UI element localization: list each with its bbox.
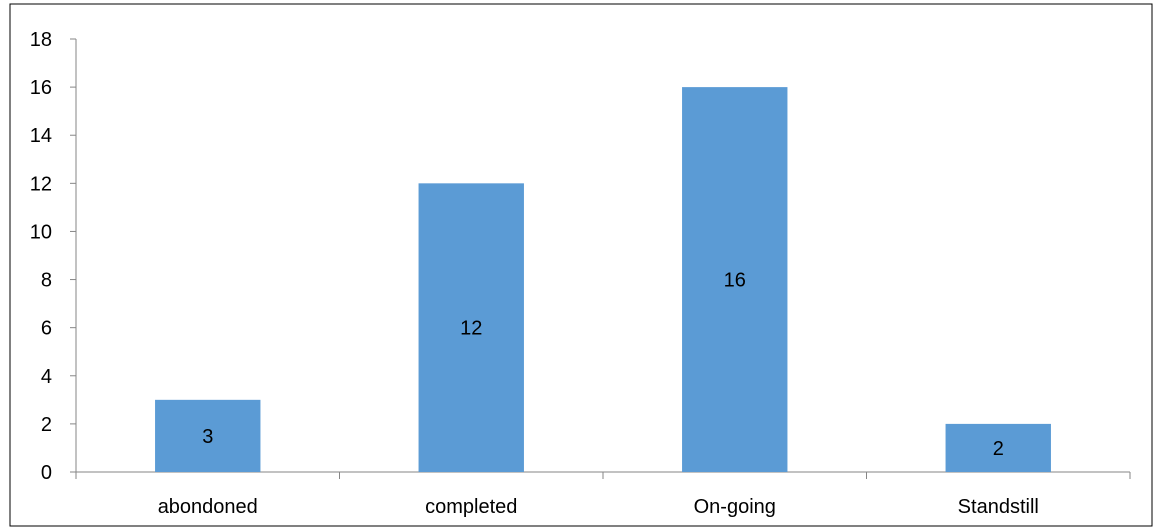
- y-tick-label: 4: [41, 366, 52, 388]
- y-tick-label: 18: [30, 29, 52, 51]
- bar-completed: [418, 183, 524, 473]
- y-axis: 0 2 4 6 8 10 12 14 16 18: [30, 29, 77, 484]
- data-labels: 3 12 16 2: [202, 270, 1004, 460]
- y-tick-label: 10: [30, 221, 52, 243]
- y-tick-label: 6: [41, 318, 52, 340]
- bar-data-label: 12: [460, 318, 482, 340]
- bar-standstill: [945, 423, 1051, 472]
- bar-data-label: 16: [724, 270, 746, 292]
- y-tick-label: 8: [41, 270, 52, 292]
- y-tick-label: 14: [30, 125, 52, 147]
- bar-on-going: [682, 87, 788, 472]
- bar-abondoned: [155, 399, 261, 472]
- x-tick-label: On-going: [694, 496, 776, 518]
- x-tick-label: Standstill: [958, 496, 1039, 518]
- bar-data-label: 3: [202, 426, 213, 448]
- x-tick-label: abondoned: [158, 496, 258, 518]
- bar-data-label: 2: [993, 438, 1004, 460]
- y-tick-label: 2: [41, 414, 52, 436]
- y-tick-label: 16: [30, 77, 52, 99]
- bars: [155, 87, 1051, 473]
- y-tick-label: 12: [30, 173, 52, 195]
- x-tick-label: completed: [425, 496, 517, 518]
- y-tick-label: 0: [41, 462, 52, 484]
